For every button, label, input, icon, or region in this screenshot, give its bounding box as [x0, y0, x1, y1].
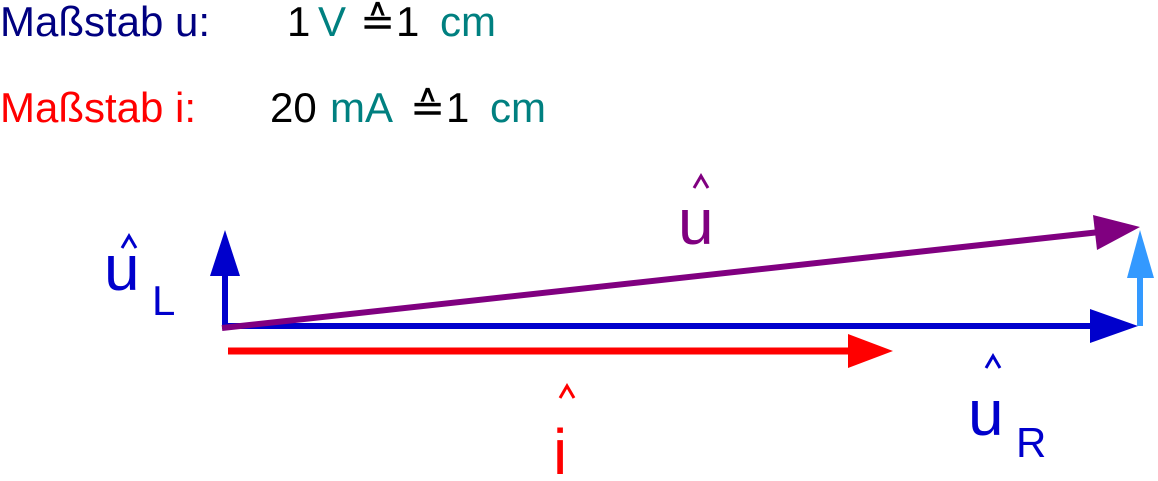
hat-icon: [558, 383, 576, 399]
svg-text:u: u: [678, 186, 714, 258]
scale-u: Maßstab u: 1 V ≙ 1 cm: [0, 0, 496, 45]
vector-uR: [222, 309, 1138, 343]
scale-i-length: 1: [446, 84, 469, 131]
scale-i-label: Maßstab i:: [0, 84, 196, 131]
hat-icon: [120, 233, 138, 249]
vector-uL: [210, 230, 240, 329]
scale-u-corresponds: ≙: [360, 0, 395, 45]
vector-uL-shifted: [1127, 230, 1154, 326]
svg-text:R: R: [1016, 419, 1046, 466]
label-i: i: [553, 383, 576, 481]
scale-i-unit: mA: [330, 84, 393, 131]
scale-i-value: 20: [270, 84, 317, 131]
hat-icon: [984, 353, 1002, 369]
vector-u: [221, 215, 1140, 331]
scale-u-length-unit: cm: [440, 0, 496, 45]
label-uL: u L: [104, 232, 175, 324]
scale-i: Maßstab i: 20 mA ≙ 1 cm: [0, 84, 546, 131]
scale-u-label: Maßstab u:: [0, 0, 210, 45]
svg-text:L: L: [152, 277, 175, 324]
scale-u-unit: V: [318, 0, 346, 45]
scale-i-length-unit: cm: [490, 84, 546, 131]
label-uR: u R: [968, 353, 1046, 466]
scale-u-value: 1: [287, 0, 310, 45]
hat-icon: [692, 173, 710, 189]
svg-text:u: u: [104, 232, 140, 304]
scale-i-corresponds: ≙: [410, 84, 445, 131]
vector-i: [228, 334, 893, 368]
scale-u-length: 1: [396, 0, 419, 45]
svg-text:u: u: [968, 377, 1004, 449]
label-u: u: [678, 173, 714, 258]
svg-text:i: i: [553, 416, 567, 481]
